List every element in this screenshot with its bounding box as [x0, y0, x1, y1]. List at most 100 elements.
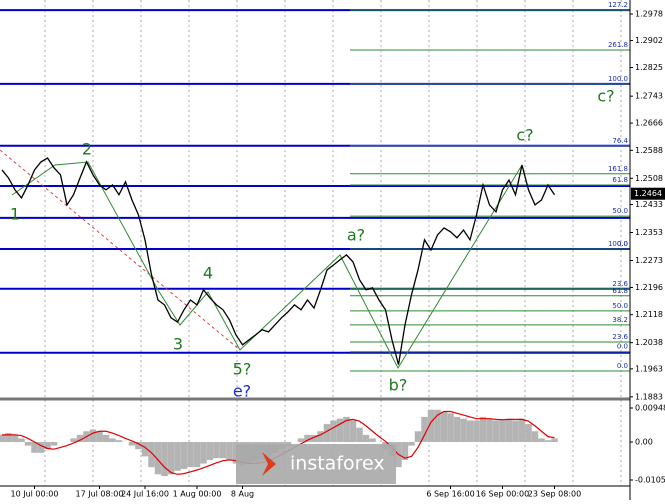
y-tick-label: 1.2433	[635, 200, 663, 209]
histogram-bar	[219, 442, 227, 459]
histogram-bar	[317, 431, 324, 443]
watermark-logo	[262, 452, 276, 476]
histogram-bar	[148, 442, 155, 468]
wave-label: e?	[233, 382, 251, 401]
y-tick-label: 1.2118	[635, 310, 663, 319]
histogram-bar	[427, 409, 435, 443]
histogram-bar	[50, 442, 58, 446]
y-tick-label: 1.2196	[635, 283, 663, 292]
x-tick-label: 16 Sep 00:00	[476, 490, 529, 499]
histogram-bar	[336, 418, 344, 443]
histogram-bar	[492, 420, 500, 443]
fib-label: 50.0	[612, 302, 628, 310]
histogram-bar	[226, 442, 233, 460]
y-tick-label: 1.2588	[635, 146, 663, 155]
histogram-bar	[37, 442, 45, 453]
histogram-bar	[0, 434, 6, 443]
histogram-bar	[206, 442, 214, 460]
fib-label: 0.0	[617, 362, 628, 370]
histogram-bar	[115, 440, 123, 443]
fib-label: 100.0	[608, 75, 628, 83]
x-tick-label: 23 Sep 08:00	[528, 490, 581, 499]
y-tick-label: 1.2666	[635, 119, 663, 128]
histogram-bar	[369, 438, 376, 443]
histogram-bar	[109, 438, 116, 443]
histogram-bar	[486, 418, 493, 443]
histogram-bar	[544, 440, 552, 443]
fib-label: 61.8	[612, 287, 628, 295]
histogram-bar	[356, 427, 363, 443]
y-tick-label: 1.2273	[635, 256, 663, 265]
histogram-bar	[76, 434, 84, 443]
y-tick-label: 1.1883	[635, 392, 663, 401]
histogram-bar	[96, 431, 103, 443]
y-tick-label: 0.00948	[635, 403, 665, 412]
wave-label: 2	[82, 140, 92, 159]
histogram-bar	[525, 424, 532, 443]
fib-label: 50.0	[612, 207, 628, 215]
histogram-bar	[167, 442, 175, 475]
histogram-bar	[102, 434, 110, 443]
histogram-bar	[505, 418, 513, 443]
fib-label: 23.6	[612, 280, 628, 288]
histogram-bar	[479, 416, 487, 443]
histogram-bar	[180, 442, 188, 469]
histogram-bar	[362, 434, 370, 443]
y-tick-label: 1.2902	[635, 36, 663, 45]
y-tick-label: -0.01058	[635, 475, 665, 484]
current-price-box	[631, 187, 665, 200]
histogram-bar	[460, 418, 467, 443]
watermark: instaforex	[236, 444, 396, 484]
fib-label: 127.2	[608, 1, 628, 9]
fib-label: 0.0	[617, 343, 628, 351]
fib-label: 23.6	[612, 333, 628, 341]
histogram-bar	[31, 442, 38, 453]
x-tick-label: 1 Aug 00:00	[173, 490, 222, 499]
histogram-bar	[440, 411, 448, 443]
histogram-bar	[213, 442, 220, 459]
histogram-bar	[128, 442, 136, 446]
histogram-bar	[135, 442, 142, 450]
wave-label: b?	[389, 376, 408, 395]
histogram-bar	[414, 431, 422, 443]
fib-label: 0.0	[617, 240, 628, 248]
histogram-bar	[297, 438, 305, 443]
y-tick-label: 1.2353	[635, 228, 663, 237]
wave-label: a?	[347, 226, 365, 245]
vertical-grid	[44, 0, 622, 486]
histogram-bar	[161, 442, 168, 477]
histogram-bar	[551, 438, 558, 443]
histogram-bar	[518, 418, 526, 443]
y-tick-label: 1.2743	[635, 92, 663, 101]
price-line	[1, 157, 556, 365]
y-tick-label: 1.2825	[635, 63, 663, 72]
histogram-bar	[408, 442, 415, 446]
histogram-bar	[141, 442, 149, 457]
histogram-bar	[499, 420, 506, 443]
histogram-bar	[447, 413, 454, 443]
histogram-bar	[421, 416, 428, 443]
wave-line	[11, 161, 523, 370]
histogram-bar	[154, 442, 162, 475]
histogram-bar	[531, 431, 539, 443]
wave-label: 3	[173, 335, 183, 354]
histogram-bar	[44, 442, 51, 450]
x-tick-label: 17 Jul 08:00	[76, 490, 124, 499]
histogram-bar	[512, 420, 519, 443]
y-tick-label: 1.2508	[635, 174, 663, 183]
histogram-bar	[89, 429, 97, 443]
fib-label: 76.4	[612, 137, 628, 145]
fib-label: 261.8	[608, 41, 628, 49]
wave-label: 4	[203, 264, 213, 283]
y-tick-label: 1.2038	[635, 338, 663, 347]
trend-line	[0, 149, 241, 351]
y-tick-label: 1.1963	[635, 364, 663, 373]
histogram-bar	[538, 438, 545, 443]
y-tick-label: 1.2978	[635, 9, 663, 18]
histogram-bar	[310, 434, 318, 443]
wave-label: c?	[516, 126, 533, 145]
current-price-label: 1.2464	[634, 189, 662, 198]
histogram-bar	[434, 409, 441, 443]
